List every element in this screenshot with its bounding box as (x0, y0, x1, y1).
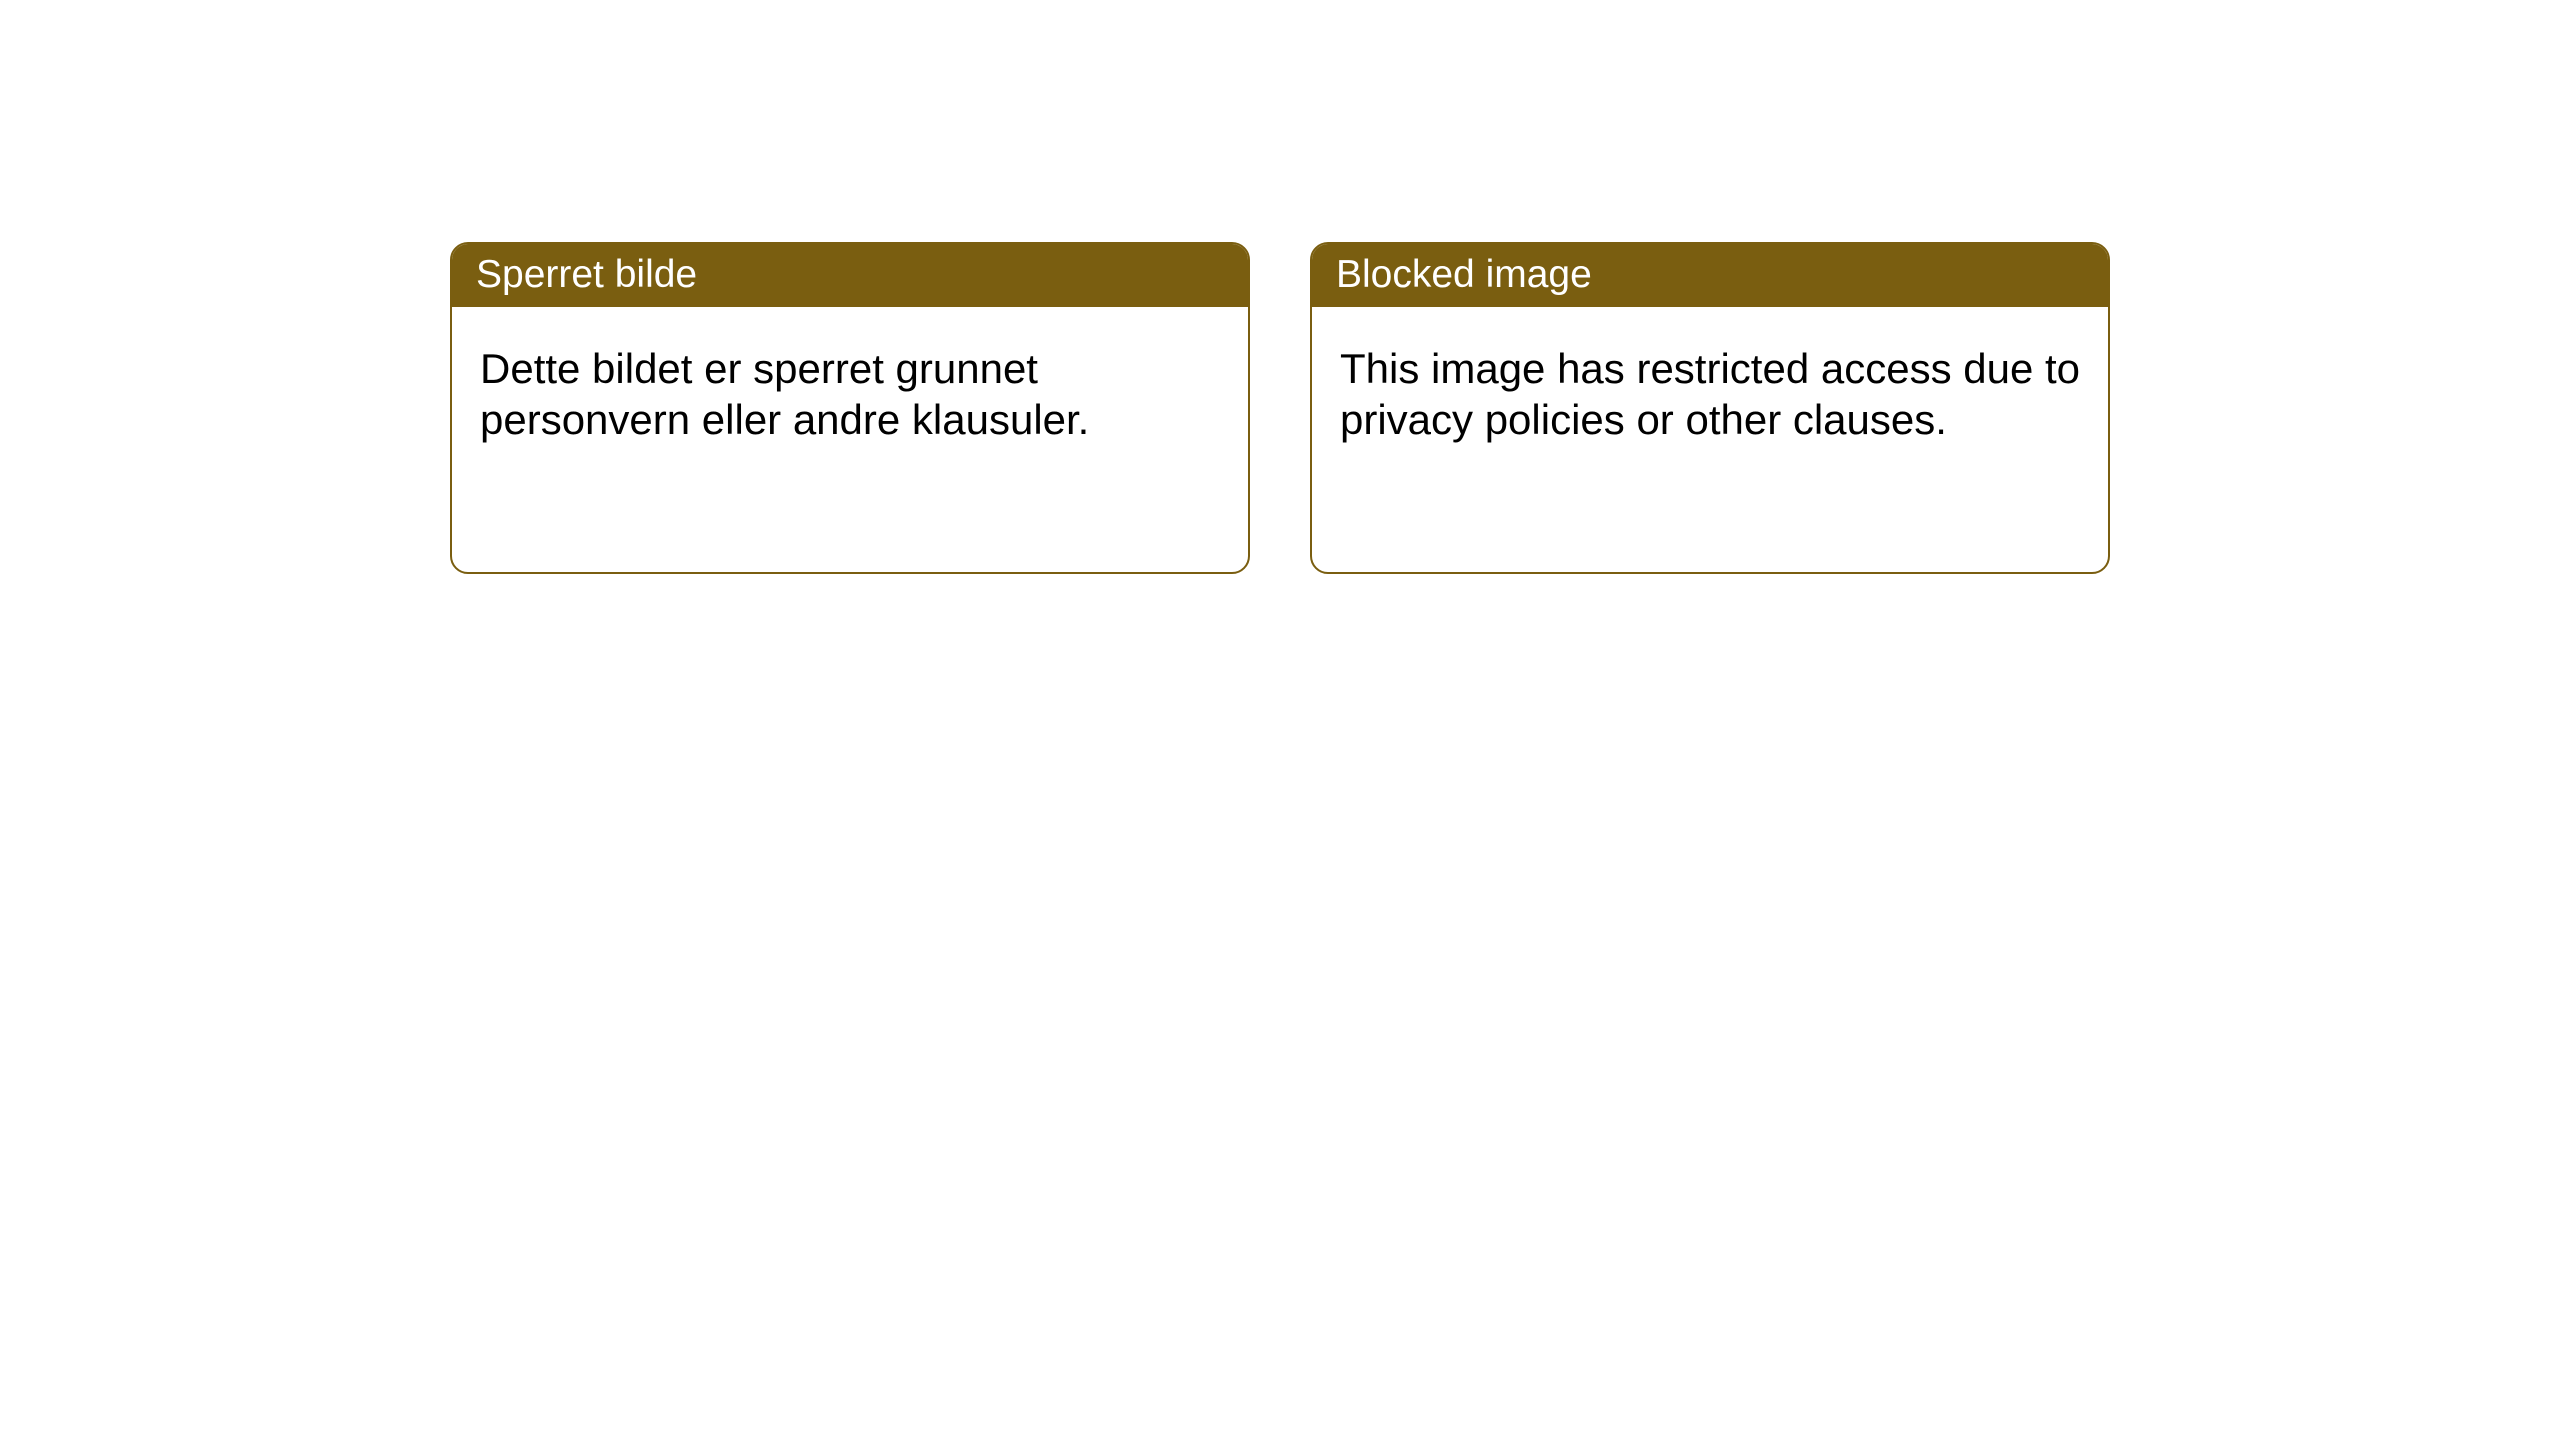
notice-card-english: Blocked image This image has restricted … (1310, 242, 2110, 574)
card-header: Sperret bilde (452, 244, 1248, 307)
notice-card-norwegian: Sperret bilde Dette bildet er sperret gr… (450, 242, 1250, 574)
card-header: Blocked image (1312, 244, 2108, 307)
card-body: This image has restricted access due to … (1312, 307, 2108, 572)
notice-cards-container: Sperret bilde Dette bildet er sperret gr… (450, 242, 2110, 574)
card-body: Dette bildet er sperret grunnet personve… (452, 307, 1248, 572)
